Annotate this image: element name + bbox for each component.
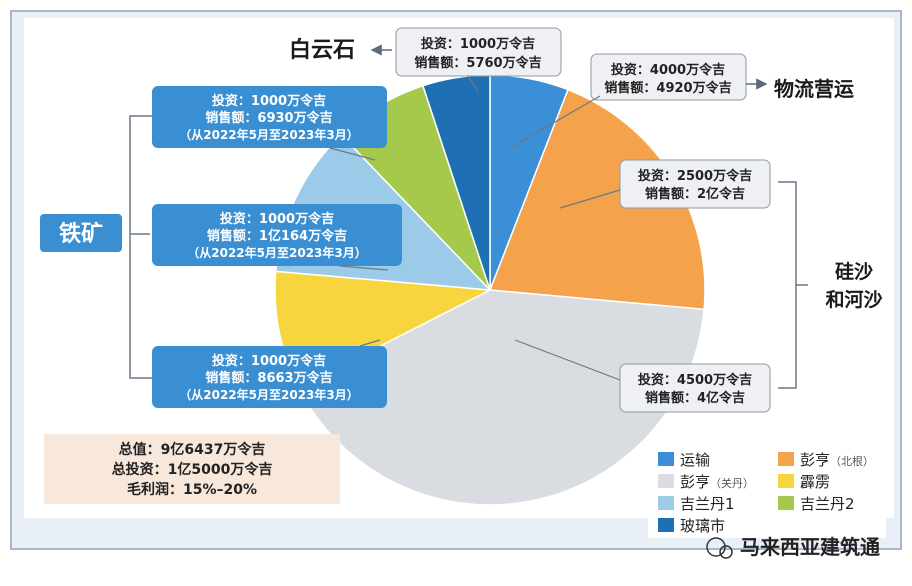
legend-swatch-7 bbox=[658, 518, 674, 532]
summary-line-3: 毛利润：15%–20% bbox=[127, 481, 257, 498]
callout-wuliu-line-1: 投资：4000万令吉 bbox=[611, 62, 725, 78]
callout-guandan-line-1: 投资：4500万令吉 bbox=[638, 372, 752, 388]
callout-tiekuang-1-line-1: 投资：1000万令吉 bbox=[212, 93, 326, 109]
watermark: 马来西亚建筑通 bbox=[706, 535, 880, 559]
legend-label-4: 霹雳 bbox=[800, 473, 830, 491]
callout-baiyun-line-1: 投资：1000万令吉 bbox=[421, 36, 535, 52]
summary-line-1: 总值：9亿6437万令吉 bbox=[119, 441, 266, 458]
callout-tiekuang-3: 投资：1000万令吉 销售额：8663万令吉 （从2022年5月至2023年3月… bbox=[152, 346, 387, 408]
legend-label-1: 运输 bbox=[680, 451, 710, 469]
wechat-icon bbox=[706, 537, 726, 557]
callout-wuliu: 投资：4000万令吉 销售额：4920万令吉 bbox=[590, 53, 747, 101]
callout-tiekuang-2-line-2: 销售额：1亿164万令吉 bbox=[207, 228, 347, 244]
label-wuliuyingyun: 物流营运 bbox=[774, 77, 854, 101]
callout-tiekuang-3-line-1: 投资：1000万令吉 bbox=[212, 353, 326, 369]
summary-box: 总值：9亿6437万令吉 总投资：1亿5000万令吉 毛利润：15%–20% bbox=[44, 434, 340, 504]
callout-guandan-line-2: 销售额：4亿令吉 bbox=[645, 390, 745, 406]
callout-wuliu-line-2: 销售额：4920万令吉 bbox=[604, 80, 731, 96]
pointer-lines bbox=[329, 75, 621, 381]
legend-label-2: 彭亨（北根） bbox=[800, 451, 874, 469]
label-baiyunshi-text: 白云石 bbox=[289, 37, 355, 63]
legend-swatch-6 bbox=[778, 496, 794, 510]
callout-tiekuang-2: 投资：1000万令吉 销售额：1亿164万令吉 （从2022年5月至2023年3… bbox=[152, 204, 402, 266]
callout-tiekuang-1-line-3: （从2022年5月至2023年3月） bbox=[179, 127, 359, 142]
legend-background bbox=[648, 446, 886, 538]
callout-guandan: 投资：4500万令吉 销售额：4亿令吉 bbox=[619, 363, 771, 413]
legend-swatch-4 bbox=[778, 474, 794, 488]
callout-baiyun: 投资：1000万令吉 销售额：5760万令吉 bbox=[395, 27, 562, 77]
bracket-guisha bbox=[778, 181, 808, 389]
watermark-text: 马来西亚建筑通 bbox=[740, 535, 880, 559]
label-baiyunshi: 白云石 bbox=[280, 32, 364, 66]
callout-beigen: 投资：2500万令吉 销售额：2亿令吉 bbox=[619, 159, 771, 209]
bracket-tiekuang bbox=[129, 115, 152, 379]
callout-beigen-line-2: 销售额：2亿令吉 bbox=[645, 186, 745, 202]
callout-tiekuang-3-line-2: 销售额：8663万令吉 bbox=[205, 370, 332, 386]
callout-beigen-line-1: 投资：2500万令吉 bbox=[638, 168, 752, 184]
callout-tiekuang-2-line-1: 投资：1000万令吉 bbox=[220, 211, 334, 227]
legend-label-3: 彭亨（关丹） bbox=[680, 473, 754, 491]
legend-label-7: 玻璃市 bbox=[680, 517, 725, 535]
legend-label-6: 吉兰丹2 bbox=[800, 495, 855, 513]
legend-swatch-3 bbox=[658, 474, 674, 488]
summary-line-2: 总投资：1亿5000万令吉 bbox=[112, 461, 273, 478]
legend-swatch-1 bbox=[658, 452, 674, 466]
callout-tiekuang-3-line-3: （从2022年5月至2023年3月） bbox=[179, 387, 359, 402]
callout-tiekuang-2-line-3: （从2022年5月至2023年3月） bbox=[187, 245, 367, 260]
label-tiekuang-text: 铁矿 bbox=[59, 221, 103, 247]
label-guisha-line-1: 硅沙 bbox=[835, 261, 873, 283]
callout-tiekuang-1-line-2: 销售额：6930万令吉 bbox=[205, 110, 332, 126]
legend-swatch-5 bbox=[658, 496, 674, 510]
callout-baiyun-line-2: 销售额：5760万令吉 bbox=[414, 55, 541, 71]
callout-tiekuang-1: 投资：1000万令吉 销售额：6930万令吉 （从2022年5月至2023年3月… bbox=[152, 86, 387, 148]
legend-swatch-2 bbox=[778, 452, 794, 466]
legend-label-5: 吉兰丹1 bbox=[680, 495, 735, 513]
label-tiekuang: 铁矿 bbox=[40, 214, 122, 252]
label-guisha-line-2: 和河沙 bbox=[825, 288, 882, 311]
